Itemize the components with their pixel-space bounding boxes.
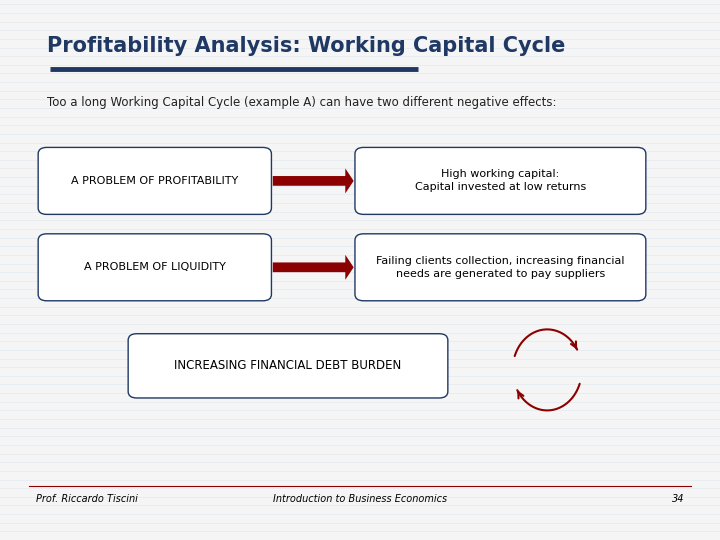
Text: Too a long Working Capital Cycle (example A) can have two different negative eff: Too a long Working Capital Cycle (exampl…	[47, 96, 557, 109]
Text: Failing clients collection, increasing financial
needs are generated to pay supp: Failing clients collection, increasing f…	[376, 256, 625, 279]
FancyBboxPatch shape	[355, 147, 646, 214]
FancyBboxPatch shape	[38, 234, 271, 301]
Text: INCREASING FINANCIAL DEBT BURDEN: INCREASING FINANCIAL DEBT BURDEN	[174, 359, 402, 373]
Text: A PROBLEM OF LIQUIDITY: A PROBLEM OF LIQUIDITY	[84, 262, 226, 272]
Text: High working capital:
Capital invested at low returns: High working capital: Capital invested a…	[415, 170, 586, 192]
FancyBboxPatch shape	[128, 334, 448, 398]
Text: Prof. Riccardo Tiscini: Prof. Riccardo Tiscini	[36, 495, 138, 504]
Text: A PROBLEM OF PROFITABILITY: A PROBLEM OF PROFITABILITY	[71, 176, 238, 186]
Text: Profitability Analysis: Working Capital Cycle: Profitability Analysis: Working Capital …	[47, 36, 565, 56]
FancyBboxPatch shape	[38, 147, 271, 214]
Text: 34: 34	[672, 495, 684, 504]
Text: Introduction to Business Economics: Introduction to Business Economics	[273, 495, 447, 504]
FancyBboxPatch shape	[355, 234, 646, 301]
